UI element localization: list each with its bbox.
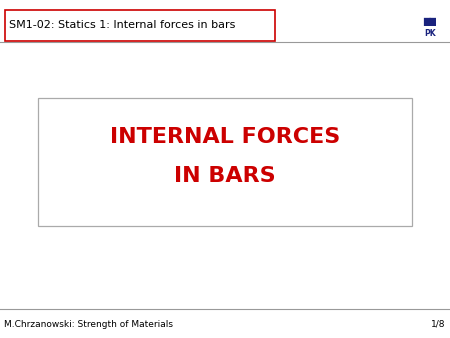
Text: INTERNAL FORCES: INTERNAL FORCES: [110, 127, 340, 147]
Text: SM1-02: Statics 1: Internal forces in bars: SM1-02: Statics 1: Internal forces in ba…: [9, 20, 235, 30]
Text: PK: PK: [424, 29, 436, 38]
FancyBboxPatch shape: [38, 98, 412, 226]
Text: 1/8: 1/8: [431, 320, 446, 329]
FancyBboxPatch shape: [4, 10, 274, 41]
Text: ██: ██: [423, 18, 436, 26]
Text: M.Chrzanowski: Strength of Materials: M.Chrzanowski: Strength of Materials: [4, 320, 174, 329]
Text: IN BARS: IN BARS: [174, 166, 276, 186]
